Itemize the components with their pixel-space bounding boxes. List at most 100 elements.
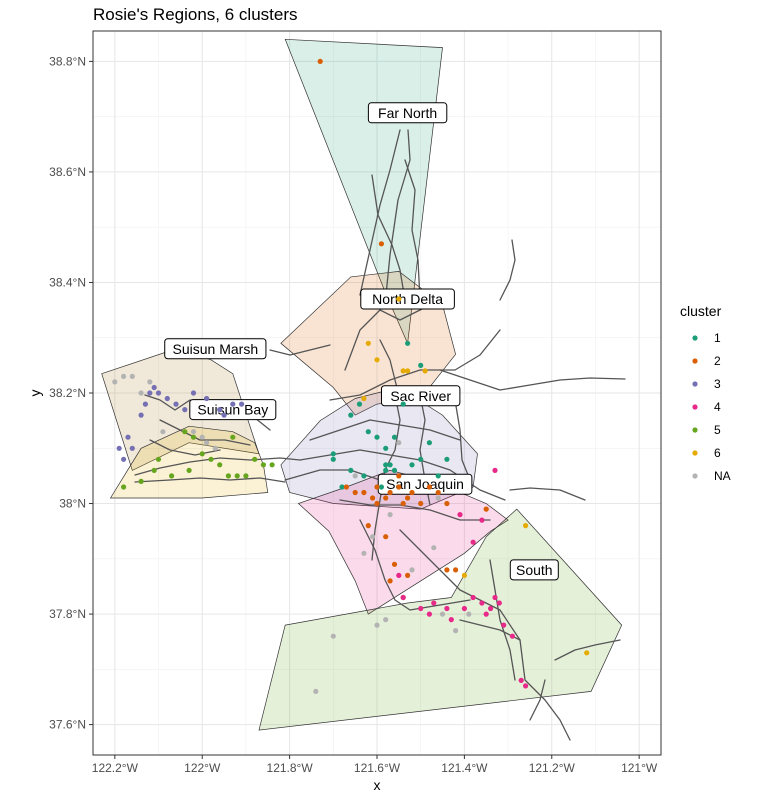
- cluster-point: [348, 412, 354, 418]
- cluster-point: [405, 340, 411, 346]
- cluster-point: [387, 462, 393, 468]
- cluster-point: [138, 390, 144, 396]
- cluster-point: [405, 495, 411, 501]
- cluster-point: [160, 429, 166, 435]
- cluster-point: [239, 401, 245, 407]
- region-label-box: [377, 473, 473, 495]
- cluster-point: [523, 523, 529, 529]
- legend-key: [692, 335, 698, 341]
- legend-key: [692, 450, 698, 456]
- cluster-point: [584, 650, 590, 656]
- cluster-point: [400, 401, 406, 407]
- cluster-point: [418, 362, 424, 368]
- cluster-point: [400, 594, 406, 601]
- cluster-point: [483, 611, 489, 617]
- cluster-point: [370, 534, 376, 540]
- cluster-point: [155, 456, 162, 462]
- cluster-point: [461, 572, 467, 579]
- y-axis-title: y: [27, 390, 43, 397]
- x-tick-label: 122°W: [184, 761, 221, 775]
- cluster-point: [422, 368, 428, 374]
- cluster-point: [405, 572, 411, 579]
- cluster-point: [370, 495, 376, 501]
- cluster-point: [138, 412, 144, 418]
- y-tick-label: 38°N: [59, 497, 86, 511]
- axes: 122.2°W 122°W 121.8°W 121.6°W 121.4°W 121.2°W…: [49, 54, 658, 775]
- cluster-point: [409, 567, 415, 573]
- legend-label: NA: [714, 469, 731, 483]
- cluster-point: [112, 379, 118, 385]
- cluster-point: [391, 561, 398, 567]
- cluster-point: [352, 473, 358, 479]
- cluster-point: [435, 473, 441, 479]
- legend-key: [692, 381, 698, 387]
- cluster-point: [217, 462, 223, 468]
- region-polygon: [297, 470, 509, 615]
- legend: 1 2 3 4 5 6 NA: [692, 331, 731, 483]
- cluster-point: [221, 412, 227, 418]
- cluster-point: [431, 545, 437, 551]
- region-label-box: [189, 399, 277, 421]
- cluster-point: [151, 467, 157, 473]
- cluster-point: [492, 467, 498, 473]
- cluster-point: [313, 688, 319, 695]
- cluster-point: [121, 373, 127, 379]
- cluster-point: [365, 429, 371, 435]
- cluster-point: [217, 407, 223, 413]
- cluster-point: [230, 401, 236, 407]
- cluster-point: [426, 440, 432, 446]
- cluster-point: [383, 462, 389, 468]
- cluster-point: [260, 462, 266, 468]
- cluster-point: [396, 572, 402, 579]
- cluster-point: [400, 368, 406, 374]
- cluster-point: [330, 456, 336, 462]
- cluster-point: [374, 500, 380, 507]
- cluster-point: [129, 373, 135, 379]
- cluster-point: [461, 605, 467, 612]
- cluster-point: [199, 451, 205, 457]
- y-tick-label: 37.8°N: [49, 607, 86, 621]
- region-label: Suisun Marsh: [173, 341, 259, 357]
- cluster-point: [383, 495, 389, 501]
- legend-key: [692, 404, 698, 410]
- cluster-point: [409, 489, 415, 496]
- region-label: Suisun Bay: [197, 402, 268, 418]
- region-label-box: [360, 288, 455, 310]
- cluster-point: [470, 594, 476, 601]
- cluster-point: [479, 517, 485, 523]
- cluster-point: [190, 429, 197, 435]
- y-tick-label: 38.4°N: [49, 275, 86, 289]
- cluster-point: [116, 445, 122, 451]
- legend-title: cluster: [680, 303, 722, 319]
- cluster-point: [396, 296, 402, 302]
- cluster-point: [396, 484, 402, 490]
- x-tick-label: 121°W: [621, 761, 658, 775]
- cluster-point: [391, 434, 398, 440]
- data-points: [112, 58, 590, 695]
- cluster-point: [523, 683, 529, 689]
- x-tick-label: 121.6°W: [354, 761, 401, 775]
- chart-title: Rosie's Regions, 6 clusters: [93, 5, 298, 24]
- cluster-point: [330, 633, 336, 639]
- cluster-point: [383, 617, 389, 623]
- cluster-point: [182, 407, 188, 413]
- x-tick-label: 121.8°W: [267, 761, 314, 775]
- cluster-point: [204, 440, 210, 446]
- cluster-point: [492, 594, 498, 601]
- cluster-point: [365, 340, 371, 346]
- legend-label: 2: [714, 354, 721, 368]
- legend-label: 3: [714, 377, 721, 391]
- x-tick-label: 121.4°W: [441, 761, 488, 775]
- cluster-point: [448, 617, 454, 623]
- y-tick-label: 38.6°N: [49, 165, 86, 179]
- cluster-point: [252, 456, 258, 462]
- legend-label: 6: [714, 446, 721, 460]
- cluster-point: [466, 611, 472, 617]
- cluster-point: [121, 484, 127, 490]
- cluster-point: [199, 434, 205, 440]
- legend-label: 4: [714, 400, 721, 414]
- cluster-point: [356, 401, 363, 407]
- region-label: San Joaquin: [386, 476, 464, 492]
- cluster-point: [509, 633, 515, 639]
